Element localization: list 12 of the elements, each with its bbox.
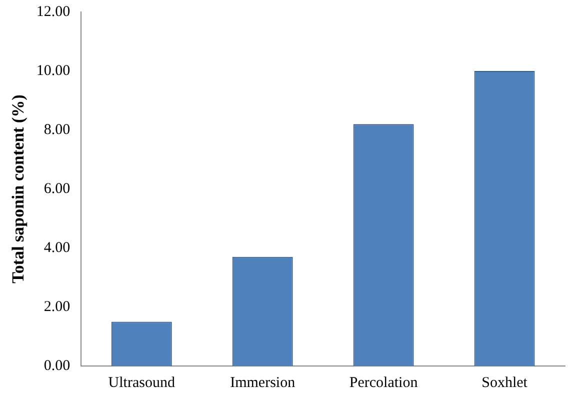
y-tick-label: 0.00 <box>44 358 70 374</box>
y-tick-label: 10.00 <box>36 62 70 79</box>
y-tick-label: 2.00 <box>44 298 70 315</box>
y-tick-label: 6.00 <box>44 180 70 197</box>
y-tick-label: 12.00 <box>36 4 70 20</box>
y-tick-label: 4.00 <box>44 240 70 256</box>
x-tick-label: Immersion <box>230 374 296 391</box>
x-tick-label: Soxhlet <box>482 374 528 391</box>
y-axis-title: Total saponin content (%) <box>8 94 28 284</box>
x-tick-label: Ultrasound <box>108 374 176 391</box>
x-tick-label: Percolation <box>349 374 418 391</box>
y-tick-label: 8.00 <box>44 122 70 138</box>
